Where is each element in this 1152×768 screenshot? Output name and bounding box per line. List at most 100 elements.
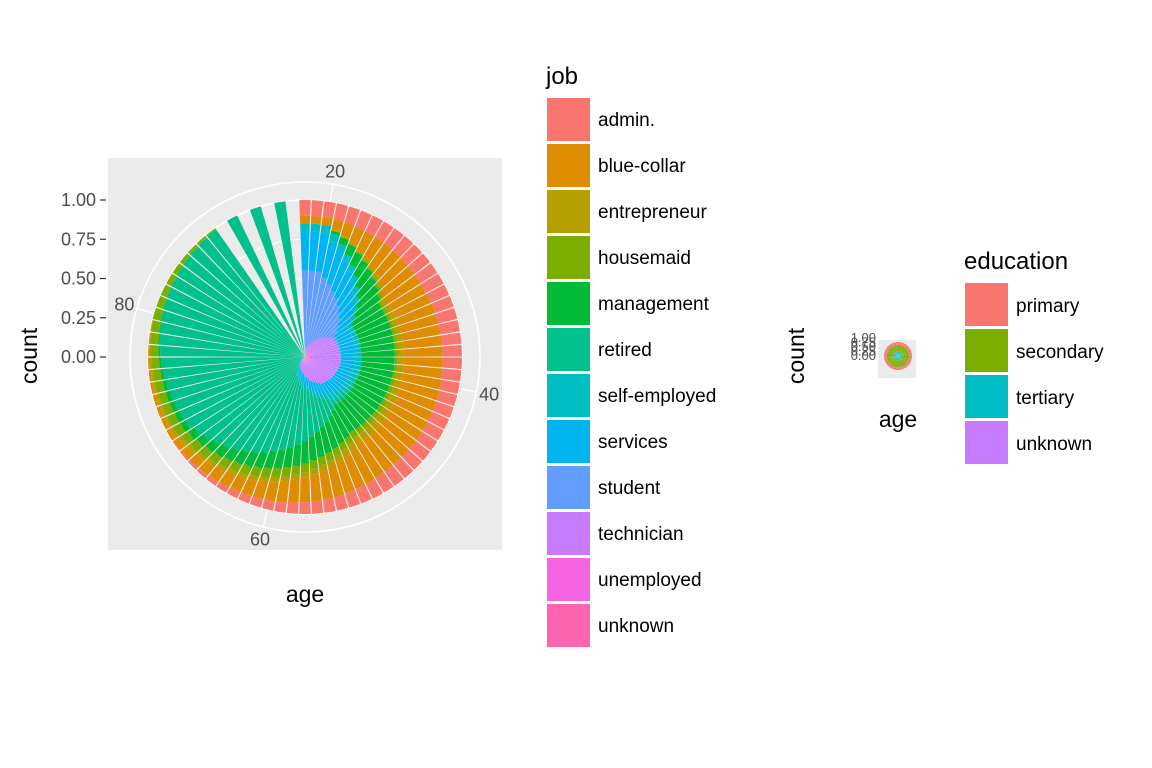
chart1-bar-segment <box>315 391 320 398</box>
chart2-bar-segment <box>893 356 898 357</box>
chart1-bar-segment <box>270 467 282 479</box>
chart1-bar-segment <box>364 424 375 436</box>
chart2-bar-segment <box>895 342 898 345</box>
chart1-bar-segment <box>402 335 443 349</box>
chart1-bar-segment <box>172 440 180 451</box>
chart1-bar-segment <box>341 353 356 357</box>
chart1-bar-segment <box>206 457 217 468</box>
chart1-bar-segment <box>322 393 329 401</box>
chart1-bar-segment <box>355 374 359 379</box>
chart1-bar-segment <box>348 242 358 247</box>
chart1-bar-segment <box>305 353 309 357</box>
chart1-bar-segment <box>342 253 352 264</box>
chart1-bar-segment <box>330 230 341 237</box>
chart1-x-tick-label: 40 <box>479 385 499 405</box>
chart1-bar-segment <box>340 362 355 369</box>
chart1-bar-segment <box>264 480 279 502</box>
chart1-bar-segment <box>259 475 270 483</box>
chart1-bar-segment <box>340 360 356 365</box>
chart1-bar-segment <box>340 222 355 239</box>
chart1-bar-segment <box>303 357 305 359</box>
chart1-bar-segment <box>398 314 439 333</box>
chart1-bar-segment <box>358 430 370 441</box>
chart1-bars <box>148 199 462 514</box>
chart2-bar-segment <box>898 360 900 368</box>
chart1-bar-segment <box>311 360 337 374</box>
chart1-bar-segment <box>336 243 347 254</box>
chart1-bar-segment <box>335 370 350 380</box>
chart1-bar-segment <box>321 397 333 418</box>
chart2-bar-segment <box>884 351 888 355</box>
chart2-bar-segment <box>908 351 912 355</box>
chart2-bar-segment <box>896 356 898 361</box>
chart2-bar-segment <box>898 351 900 356</box>
chart1-bar-segment <box>299 360 302 363</box>
chart1-bar-segment <box>352 260 369 279</box>
job-legend-key <box>547 190 590 233</box>
chart1-bar-segment <box>306 359 311 364</box>
chart1-bar-segment <box>241 477 258 497</box>
chart1-bar-segment <box>337 394 344 401</box>
chart2-bar-segment <box>884 349 888 353</box>
chart2: 1.000.750.500.250.00 age count <box>783 327 917 432</box>
chart1-bar-segment <box>304 357 305 359</box>
education-legend-label: unknown <box>1016 434 1092 455</box>
chart1-bar-segment <box>347 441 357 452</box>
chart2-bar-segment <box>904 363 908 368</box>
chart1-bar-segment <box>350 447 375 484</box>
chart1-bar-segment <box>349 274 359 284</box>
chart1-bar-segment <box>302 374 305 383</box>
chart1-bar-segment <box>392 235 414 258</box>
chart1-y-tick-label: 0.50 <box>61 269 96 289</box>
chart1-bar-segment <box>173 437 185 451</box>
chart1-x-ticks: 20 40 60 80 <box>114 161 499 549</box>
chart1-bar-segment <box>366 266 375 274</box>
chart1-bar-segment <box>349 251 363 268</box>
chart1-bar-segment <box>369 243 393 270</box>
chart1-bar-segment <box>361 258 370 265</box>
chart1-bar-segment <box>319 426 333 454</box>
chart1-bar-segment <box>305 362 308 379</box>
job-legend-key <box>547 512 590 555</box>
chart1-bar-segment <box>396 388 437 411</box>
chart1-bar-segment <box>393 457 414 479</box>
chart1-bar-segment <box>297 367 301 373</box>
chart1-bar-segment <box>230 474 247 493</box>
chart1-bar-segment <box>330 398 337 406</box>
job-legend-key <box>547 236 590 279</box>
chart2-bar-segment <box>905 346 910 350</box>
chart1-bar-segment <box>337 290 357 314</box>
chart2-bar-segment <box>898 354 902 356</box>
chart1-bar-segment <box>310 337 333 354</box>
chart1-bar-segment <box>305 356 306 357</box>
job-legend-key <box>547 604 590 647</box>
chart2-bar-segment <box>899 359 905 366</box>
chart1-bar-segment <box>292 444 302 467</box>
chart1-bar-segment <box>350 302 382 327</box>
chart2-bar-segment <box>893 356 898 358</box>
chart1-bar-segment <box>305 356 307 357</box>
chart1-bar-segment <box>340 349 356 354</box>
chart1-bar-segment <box>307 379 312 389</box>
chart1-y-tick-label: 0.00 <box>61 347 96 367</box>
chart1-bar-segment <box>300 231 310 271</box>
chart2-bar-segment <box>894 344 898 353</box>
chart1-bar-segment <box>358 328 393 344</box>
chart2-bar-segment <box>901 357 909 361</box>
chart1-bar-segment <box>307 357 313 358</box>
education-legend-key <box>965 329 1008 372</box>
chart1-bar-segment <box>158 345 161 357</box>
chart2-bar-segment <box>907 361 911 365</box>
chart1-bar-segment <box>438 320 460 335</box>
chart1-bar-segment <box>306 363 315 383</box>
job-legend-label: student <box>598 478 661 499</box>
chart1-bar-segment <box>304 357 305 358</box>
chart1-bar-segment <box>393 364 398 372</box>
chart1-bar-segment <box>303 358 305 362</box>
chart1-bar-segment <box>304 349 306 357</box>
chart1-bar-segment <box>355 276 377 300</box>
chart1-bar-segment <box>150 382 156 394</box>
chart1-bar-segment <box>311 346 339 356</box>
chart1-bar-segment <box>305 357 308 360</box>
